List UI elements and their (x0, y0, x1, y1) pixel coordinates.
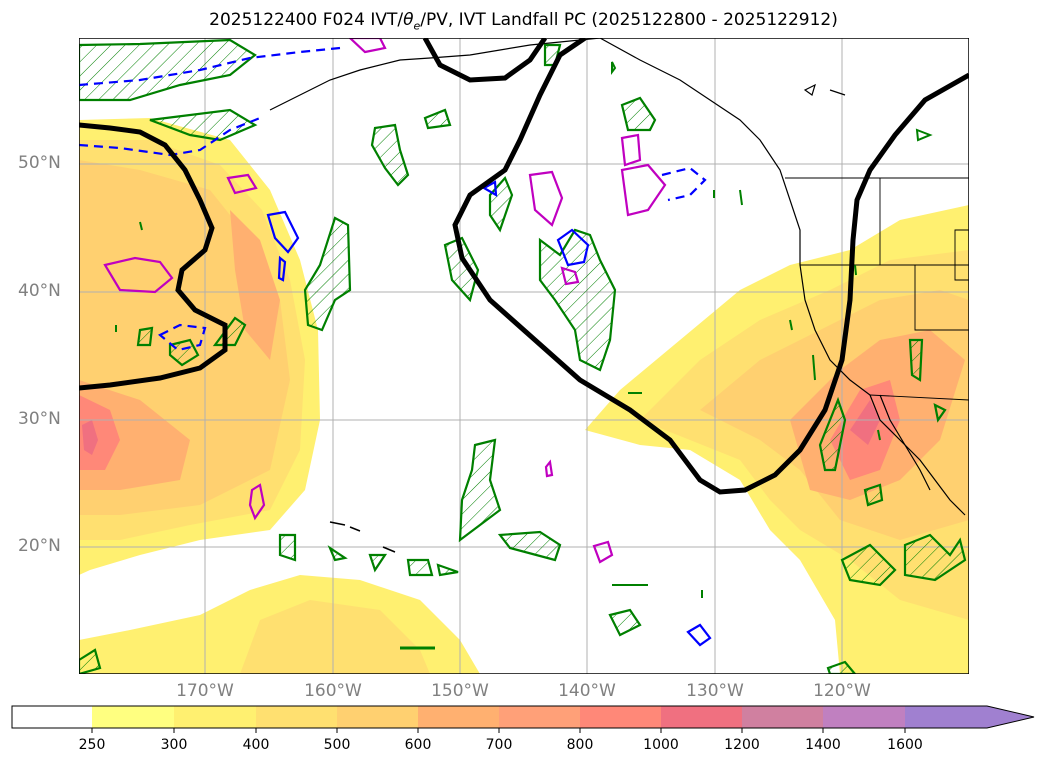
colorbar-tick-label: 1600 (887, 737, 923, 753)
lon-label-120w: 120°W (813, 681, 871, 701)
lon-label-130w: 130°W (686, 681, 744, 701)
colorbar-segment (499, 706, 580, 728)
lat-label-50n: 50°N (18, 153, 61, 173)
colorbar-segment (580, 706, 661, 728)
political-borders (785, 177, 969, 401)
pv-contours (79, 38, 969, 495)
lat-label-20n: 20°N (18, 536, 61, 556)
map-title: 2025122400 F024 IVT/θe/PV, IVT Landfall … (209, 10, 838, 33)
colorbar-segment (174, 706, 256, 728)
lat-label-40n: 40°N (18, 281, 61, 301)
colorbar-segment (661, 706, 742, 728)
lon-label-150w: 150°W (431, 681, 489, 701)
colorbar-tick-label: 250 (78, 737, 106, 753)
colorbar-segment (12, 706, 92, 728)
green-hatched-contours (79, 38, 967, 674)
colorbar-segment (92, 706, 174, 728)
colorbar-tick-label: 600 (404, 737, 432, 753)
ivt-shading-west (79, 118, 320, 575)
colorbar-segment (256, 706, 337, 728)
ivt-shading-south (79, 575, 480, 674)
colorbar-tick-label: 500 (323, 737, 351, 753)
colorbar-tick-label: 400 (242, 737, 270, 753)
colorbar-extend-arrow (987, 706, 1034, 728)
colorbar (11, 705, 1035, 733)
lon-label-170w: 170°W (176, 681, 234, 701)
blue-contours (79, 46, 712, 647)
lat-label-30n: 30°N (18, 409, 61, 429)
colorbar-tick-label: 800 (566, 737, 594, 753)
colorbar-segment (823, 706, 905, 728)
colorbar-segment (742, 706, 823, 728)
colorbar-tick-label: 1200 (724, 737, 760, 753)
magenta-contours (103, 38, 667, 564)
colorbar-tick-label: 700 (485, 737, 513, 753)
map-plot-area (79, 38, 969, 674)
colorbar-segment (337, 706, 418, 728)
lon-label-160w: 160°W (304, 681, 362, 701)
colorbar-segment (905, 706, 987, 728)
colorbar-tick-label: 1400 (805, 737, 841, 753)
green-small-contours (115, 61, 933, 650)
colorbar-tick-label: 300 (160, 737, 188, 753)
colorbar-segment (418, 706, 499, 728)
lon-label-140w: 140°W (558, 681, 616, 701)
colorbar-tick-label: 1000 (643, 737, 679, 753)
